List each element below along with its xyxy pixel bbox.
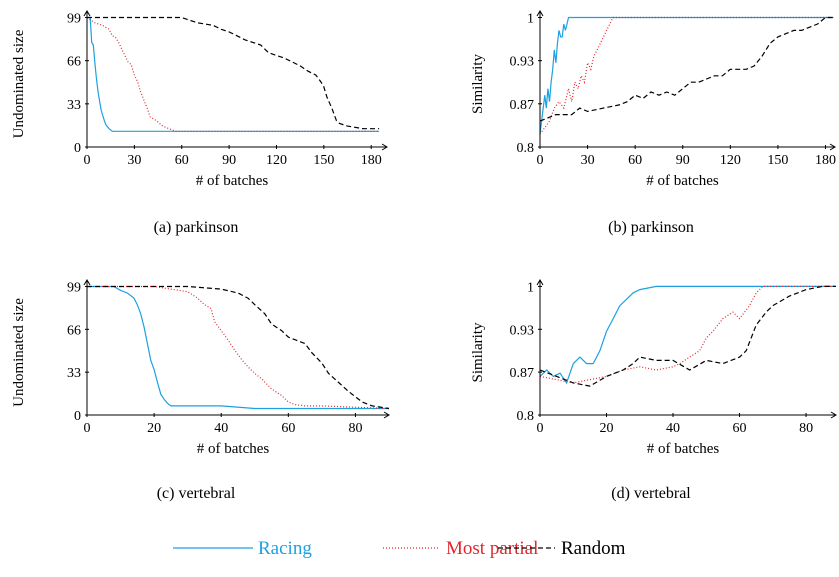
series-line xyxy=(87,16,380,132)
x-tick-label: 60 xyxy=(175,153,189,168)
x-tick-label: 60 xyxy=(281,421,295,436)
x-tick-label: 60 xyxy=(733,421,747,436)
x-tick-label: 30 xyxy=(127,153,141,168)
series-line xyxy=(87,16,380,130)
x-tick-label: 30 xyxy=(581,153,595,168)
x-axis-label: # of batches xyxy=(196,173,269,189)
y-axis-label: Similarity xyxy=(470,322,486,383)
y-tick-label: 66 xyxy=(67,323,81,338)
series-line xyxy=(539,16,834,122)
series-line xyxy=(539,285,836,387)
x-tick-label: 40 xyxy=(214,421,228,436)
y-arrow xyxy=(83,10,91,17)
legend-label: Racing xyxy=(258,538,312,559)
legend-label: Random xyxy=(561,538,626,559)
y-tick-label: 0.8 xyxy=(517,409,535,424)
y-arrow xyxy=(536,10,544,17)
y-axis-label: Undominated size xyxy=(11,29,27,138)
x-tick-label: 40 xyxy=(666,421,680,436)
x-arrow xyxy=(830,411,837,419)
x-arrow xyxy=(381,143,388,151)
y-tick-label: 99 xyxy=(67,280,81,295)
x-tick-label: 60 xyxy=(628,153,642,168)
x-tick-label: 90 xyxy=(222,153,236,168)
x-tick-label: 120 xyxy=(266,153,287,168)
x-arrow xyxy=(383,411,390,419)
x-tick-label: 150 xyxy=(313,153,334,168)
y-tick-label: 1 xyxy=(527,11,534,26)
caption: (c) vertebral xyxy=(157,485,236,502)
x-tick-label: 80 xyxy=(799,421,813,436)
y-tick-label: 0 xyxy=(74,141,81,156)
x-tick-label: 20 xyxy=(147,421,161,436)
x-arrow xyxy=(829,143,836,151)
x-tick-label: 0 xyxy=(537,153,544,168)
caption: (d) vertebral xyxy=(611,485,691,502)
y-tick-label: 1 xyxy=(527,280,534,295)
y-tick-label: 99 xyxy=(67,12,81,27)
x-tick-label: 0 xyxy=(537,421,544,436)
x-tick-label: 0 xyxy=(84,421,91,436)
x-axis-label: # of batches xyxy=(647,441,720,457)
y-tick-label: 33 xyxy=(67,98,81,113)
y-arrow xyxy=(536,279,544,286)
y-tick-label: 0 xyxy=(74,409,81,424)
x-tick-label: 180 xyxy=(361,153,382,168)
x-axis-label: # of batches xyxy=(197,441,270,457)
series-line xyxy=(87,285,390,410)
y-tick-label: 33 xyxy=(67,366,81,381)
series-line xyxy=(87,285,390,410)
legend-label: Most partial xyxy=(446,538,538,559)
y-tick-label: 0.93 xyxy=(510,323,535,338)
x-tick-label: 90 xyxy=(676,153,690,168)
y-tick-label: 0.8 xyxy=(517,141,535,156)
x-tick-label: 20 xyxy=(600,421,614,436)
x-tick-label: 0 xyxy=(84,153,91,168)
y-tick-label: 0.87 xyxy=(510,98,535,113)
y-arrow xyxy=(83,279,91,286)
x-tick-label: 180 xyxy=(815,153,836,168)
series-line xyxy=(87,285,389,410)
series-line xyxy=(539,16,834,135)
series-line xyxy=(86,17,380,132)
series-line xyxy=(539,285,836,385)
caption: (b) parkinson xyxy=(608,219,694,236)
x-tick-label: 120 xyxy=(720,153,741,168)
y-axis-label: Undominated size xyxy=(11,298,27,407)
x-tick-label: 150 xyxy=(767,153,788,168)
y-tick-label: 0.87 xyxy=(510,366,535,381)
caption: (a) parkinson xyxy=(154,219,239,236)
series-line xyxy=(539,16,834,135)
x-tick-label: 80 xyxy=(348,421,362,436)
y-tick-label: 66 xyxy=(67,55,81,70)
y-axis-label: Similarity xyxy=(470,54,486,115)
series-line xyxy=(539,285,836,384)
x-axis-label: # of batches xyxy=(646,173,719,189)
y-tick-label: 0.93 xyxy=(510,55,535,70)
